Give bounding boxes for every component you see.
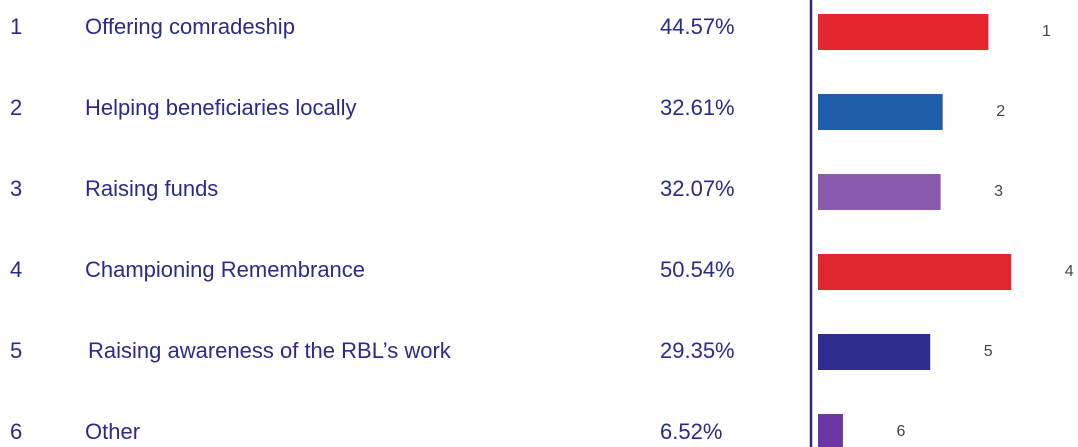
bar	[818, 334, 931, 370]
category-label: Helping beneficiaries locally	[85, 95, 356, 120]
bar-rank-label: 3	[994, 183, 1003, 200]
category-label: Raising funds	[85, 176, 218, 201]
category-label: Other	[85, 419, 140, 444]
bar	[818, 94, 943, 130]
bar	[818, 174, 941, 210]
value-label: 32.61%	[660, 95, 735, 120]
bar-rank-label: 4	[1065, 263, 1074, 280]
rank: 4	[10, 257, 22, 282]
rank: 1	[10, 14, 22, 39]
bar-rank-label: 1	[1042, 23, 1051, 40]
bar	[818, 254, 1012, 290]
rank: 3	[10, 176, 22, 201]
rank: 2	[10, 95, 22, 120]
rank: 6	[10, 419, 22, 444]
category-label: Offering comradeship	[85, 14, 295, 39]
category-label: Raising awareness of the RBL’s work	[88, 338, 452, 363]
bar	[818, 414, 843, 447]
bar-rank-label: 6	[896, 423, 905, 440]
value-label: 50.54%	[660, 257, 735, 282]
value-label: 29.35%	[660, 338, 735, 363]
rank: 5	[10, 338, 22, 363]
value-label: 32.07%	[660, 176, 735, 201]
value-label: 6.52%	[660, 419, 722, 444]
value-label: 44.57%	[660, 14, 735, 39]
bar-rank-label: 2	[996, 103, 1005, 120]
bar	[818, 14, 989, 50]
bar-rank-label: 5	[984, 343, 993, 360]
category-label: Championing Remembrance	[85, 257, 365, 282]
